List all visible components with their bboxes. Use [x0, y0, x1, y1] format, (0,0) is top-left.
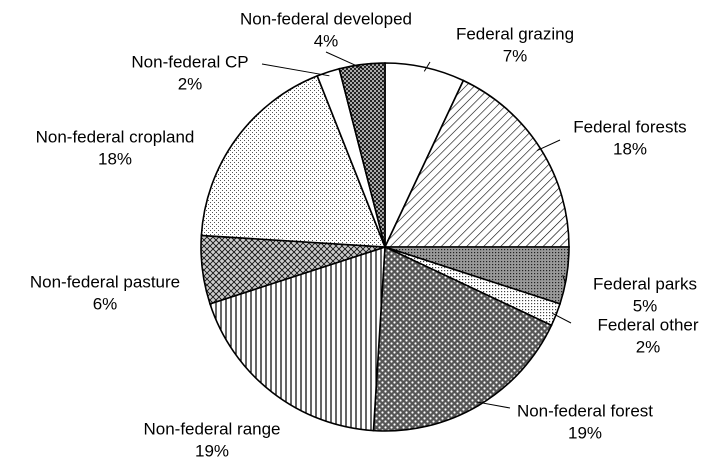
- slice-label: Non-federal forest: [517, 401, 653, 420]
- slice-value-label: 18%: [613, 139, 647, 158]
- slice-label: Non-federal cropland: [36, 127, 195, 146]
- slice-label: Non-federal developed: [240, 9, 412, 28]
- slice-label: Non-federal pasture: [30, 272, 180, 291]
- leader-line: [562, 275, 566, 283]
- pie-slice: [208, 245, 386, 432]
- slice-label: Federal parks: [593, 274, 697, 293]
- leader-line: [325, 51, 363, 69]
- slice-value-label: 2%: [178, 74, 203, 93]
- leader-line: [261, 63, 330, 77]
- pie-slice: [338, 62, 386, 248]
- slice-value-label: 2%: [636, 337, 661, 356]
- leader-line: [423, 61, 431, 72]
- slice-label: Federal other: [597, 315, 698, 334]
- slice-value-label: 5%: [633, 296, 658, 315]
- pie-slice: [372, 245, 553, 432]
- slice-value-label: 18%: [98, 149, 132, 168]
- leader-line: [536, 139, 561, 152]
- slice-value-label: 19%: [568, 423, 602, 442]
- slice-value-label: 7%: [503, 46, 528, 65]
- slice-value-label: 4%: [314, 31, 339, 50]
- slice-label: Non-federal CP: [131, 52, 248, 71]
- pie-slice: [383, 79, 570, 248]
- slice-value-label: 19%: [195, 441, 229, 459]
- leader-line: [476, 401, 511, 409]
- slice-value-label: 6%: [93, 294, 118, 313]
- pie-slice: [200, 74, 387, 248]
- leader-line: [552, 312, 572, 324]
- slice-label: Federal grazing: [456, 24, 574, 43]
- slice-label: Non-federal range: [143, 419, 280, 438]
- slice-label: Federal forests: [573, 117, 686, 136]
